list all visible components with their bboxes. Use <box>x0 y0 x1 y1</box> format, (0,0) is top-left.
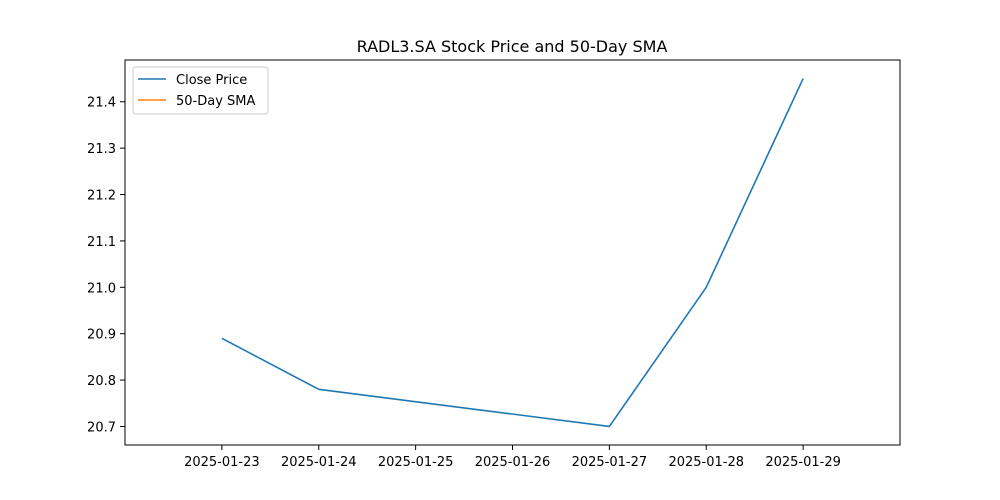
y-tick-label: 21.3 <box>87 142 116 157</box>
y-tick-label: 20.7 <box>87 420 116 435</box>
x-tick-label: 2025-01-25 <box>378 455 454 470</box>
x-axis: 2025-01-23 2025-01-24 2025-01-25 2025-01-26… <box>184 445 841 470</box>
y-tick-label: 20.8 <box>87 374 116 389</box>
legend-box <box>132 66 269 115</box>
y-tick-label: 20.9 <box>87 328 116 343</box>
y-tick-label: 21.4 <box>87 96 116 111</box>
y-tick-label: 21.2 <box>87 189 116 204</box>
legend-label: 50-Day SMA <box>176 94 256 109</box>
x-tick-label: 2025-01-29 <box>765 455 841 470</box>
y-axis: 20.7 20.8 20.9 21.0 21.1 21.2 21.3 21.4 <box>87 96 125 435</box>
x-tick-label: 2025-01-27 <box>572 455 648 470</box>
x-tick-label: 2025-01-24 <box>281 455 357 470</box>
plot-area <box>125 60 900 445</box>
plot-frame <box>124 59 901 446</box>
series-layer <box>221 78 804 428</box>
x-tick-label: 2025-01-26 <box>475 455 551 470</box>
x-tick-label: 2025-01-28 <box>668 455 744 470</box>
y-tick-label: 21.1 <box>87 235 116 250</box>
x-tick-label: 2025-01-23 <box>184 455 260 470</box>
y-tick-label: 21.0 <box>87 281 116 296</box>
chart-title: RADL3.SA Stock Price and 50-Day SMA <box>357 37 668 56</box>
legend: Close Price 50-Day SMA <box>132 66 269 115</box>
legend-label: Close Price <box>176 73 247 88</box>
